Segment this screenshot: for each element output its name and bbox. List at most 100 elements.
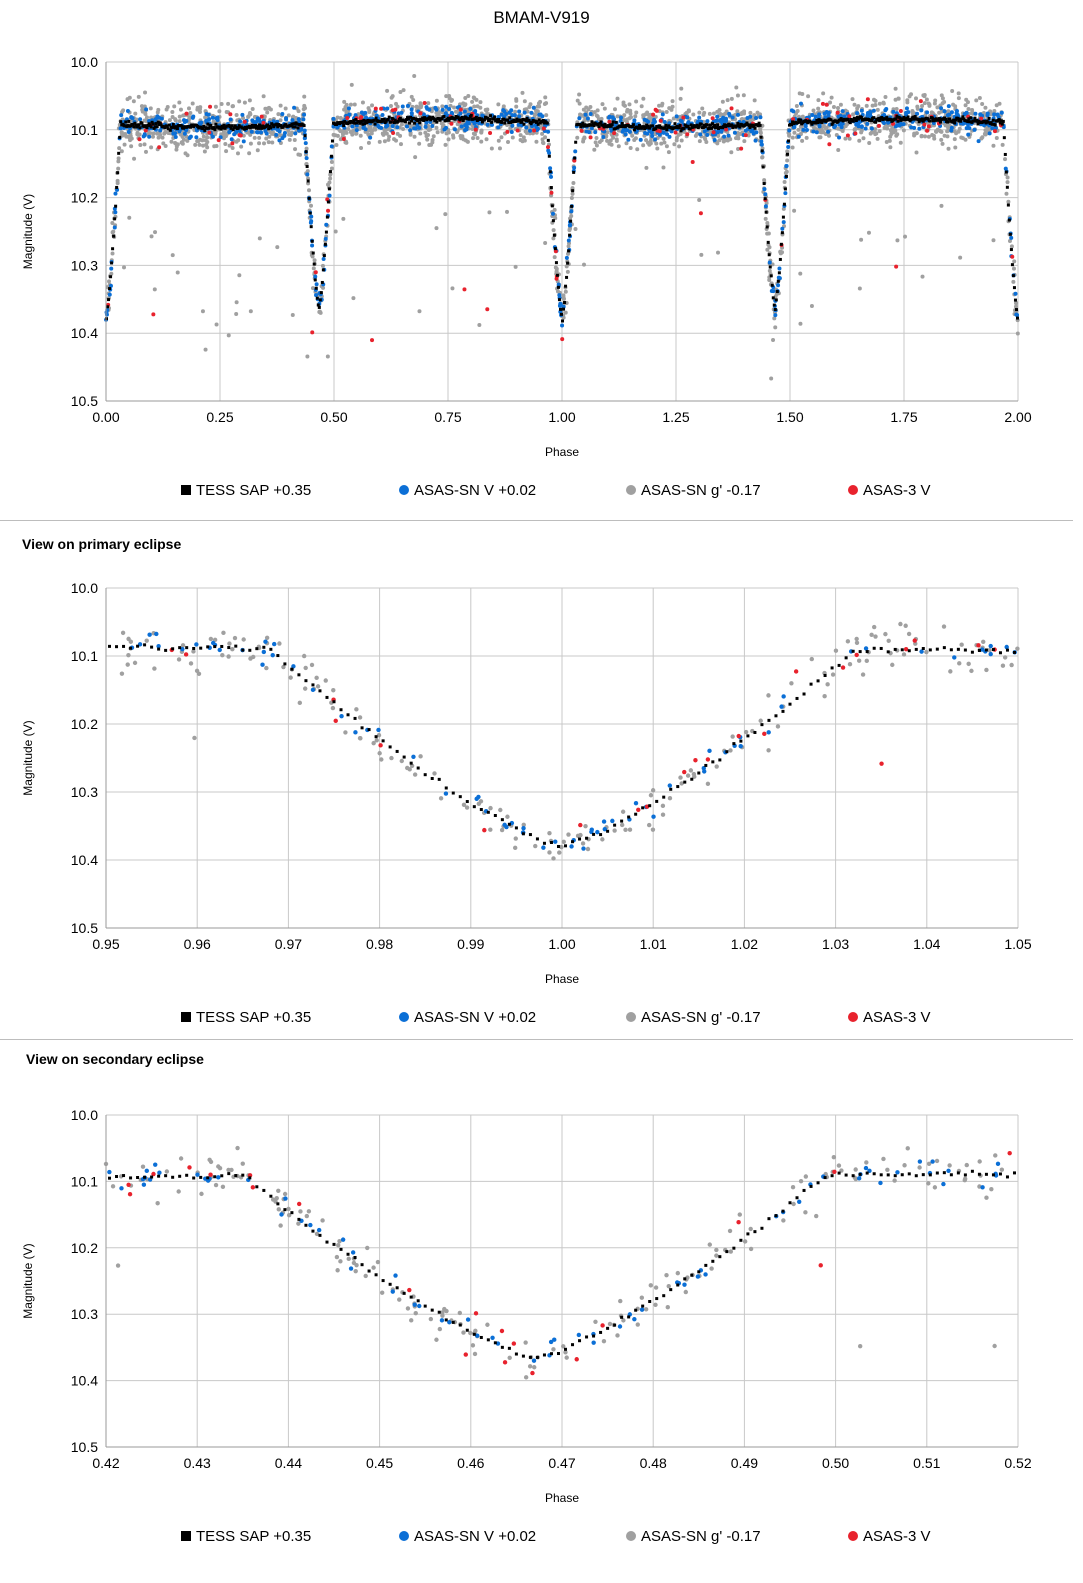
asassn-g-point <box>709 1266 714 1271</box>
x-tick-label: 1.03 <box>822 936 849 952</box>
asassn-g-point <box>501 104 506 109</box>
asassn-g-point <box>194 668 200 674</box>
asassn-g-point <box>924 97 929 102</box>
asassn-g-point <box>619 822 625 828</box>
asas3-point <box>1007 1150 1012 1156</box>
asas3-point <box>600 1323 605 1328</box>
asassn-g-point <box>1009 244 1014 249</box>
asassn-v-point <box>210 134 215 139</box>
tess-point <box>859 115 863 119</box>
asassn-v-point <box>553 839 558 844</box>
asassn-v-point <box>980 1185 985 1190</box>
tess-point <box>145 126 149 130</box>
tess-point <box>143 643 147 647</box>
asas3-point <box>818 1263 823 1268</box>
tess-point <box>535 837 539 841</box>
asassn-g-point <box>581 107 586 112</box>
tess-point <box>1013 298 1017 302</box>
asassn-v-point <box>113 210 118 215</box>
asassn-v-point <box>899 122 904 127</box>
tess-point <box>308 211 312 215</box>
tess-point <box>760 723 764 727</box>
asassn-v-point <box>524 125 529 130</box>
asassn-g-point <box>563 310 568 315</box>
asassn-g-point <box>979 136 984 141</box>
asassn-g-point <box>993 1153 998 1158</box>
asassn-g-point <box>409 94 414 99</box>
asas3-point <box>877 123 882 128</box>
asassn-g-point <box>219 101 224 106</box>
asassn-g-point <box>601 1338 607 1344</box>
tess-point <box>547 154 551 158</box>
asassn-g-point <box>953 104 958 109</box>
asassn-v-point <box>962 112 967 117</box>
tess-point <box>815 118 819 122</box>
asas3-point <box>310 330 315 335</box>
asassn-g-point <box>282 1191 288 1197</box>
asas3-point <box>673 130 678 135</box>
tess-point <box>503 121 507 125</box>
asas3-point <box>791 117 796 122</box>
asassn-g-point <box>816 98 821 103</box>
asassn-v-point <box>762 187 767 192</box>
tess-point <box>446 116 450 120</box>
asassn-g-point <box>352 102 357 107</box>
asassn-v-point <box>496 125 501 130</box>
asassn-g-point <box>262 141 267 146</box>
asassn-v-point <box>533 123 538 128</box>
tess-point <box>304 679 308 683</box>
tess-point <box>486 116 490 120</box>
asassn-g-point <box>237 273 242 278</box>
tess-point <box>168 128 172 132</box>
tess-point <box>515 117 519 121</box>
asassn-g-point <box>117 146 122 151</box>
asassn-g-point <box>935 105 940 110</box>
asassn-v-point <box>279 1212 284 1217</box>
asassn-g-point <box>965 100 970 105</box>
asassn-v-point <box>569 844 574 849</box>
asassn-g-point <box>255 148 260 153</box>
asassn-v-point <box>485 122 490 127</box>
asassn-v-point <box>350 124 355 129</box>
tess-point <box>998 651 1002 655</box>
asassn-g-point <box>881 1156 886 1162</box>
asassn-g-point <box>714 1253 719 1258</box>
tess-point <box>676 1283 680 1287</box>
tess-point <box>150 645 154 649</box>
asassn-v-point <box>995 1161 1001 1167</box>
asassn-g-point <box>553 216 558 221</box>
tess-point <box>802 692 806 696</box>
asassn-v-point <box>270 652 275 658</box>
asassn-g-point <box>685 773 691 778</box>
asassn-g-point <box>766 748 771 753</box>
tess-point <box>571 189 575 193</box>
tess-point <box>262 1188 266 1192</box>
asassn-v-point <box>348 1266 354 1271</box>
asassn-g-point <box>538 99 543 104</box>
tess-point <box>409 115 413 119</box>
asassn-g-point <box>1014 300 1019 305</box>
tess-point <box>465 1328 469 1332</box>
tess-point <box>416 1299 420 1303</box>
asassn-g-point <box>193 142 198 147</box>
tess-point <box>318 1233 322 1237</box>
tess-point <box>458 118 462 122</box>
tess-point <box>969 116 973 120</box>
asassn-v-point <box>144 1168 150 1174</box>
asassn-g-point <box>389 755 394 761</box>
tess-point <box>561 319 565 323</box>
asassn-g-point <box>337 1239 342 1244</box>
tess-point <box>248 1176 252 1180</box>
asassn-g-point <box>226 654 231 659</box>
tess-point <box>458 1323 462 1327</box>
asassn-v-point <box>250 118 255 123</box>
asassn-g-point <box>192 735 197 741</box>
tess-point <box>816 121 820 125</box>
asassn-g-point <box>358 736 363 741</box>
asassn-v-point <box>685 115 690 120</box>
asassn-g-point <box>360 100 365 105</box>
asassn-g-point <box>833 648 839 653</box>
asassn-g-point <box>566 251 571 256</box>
asas3-point <box>572 158 577 163</box>
asassn-g-point <box>248 656 253 661</box>
